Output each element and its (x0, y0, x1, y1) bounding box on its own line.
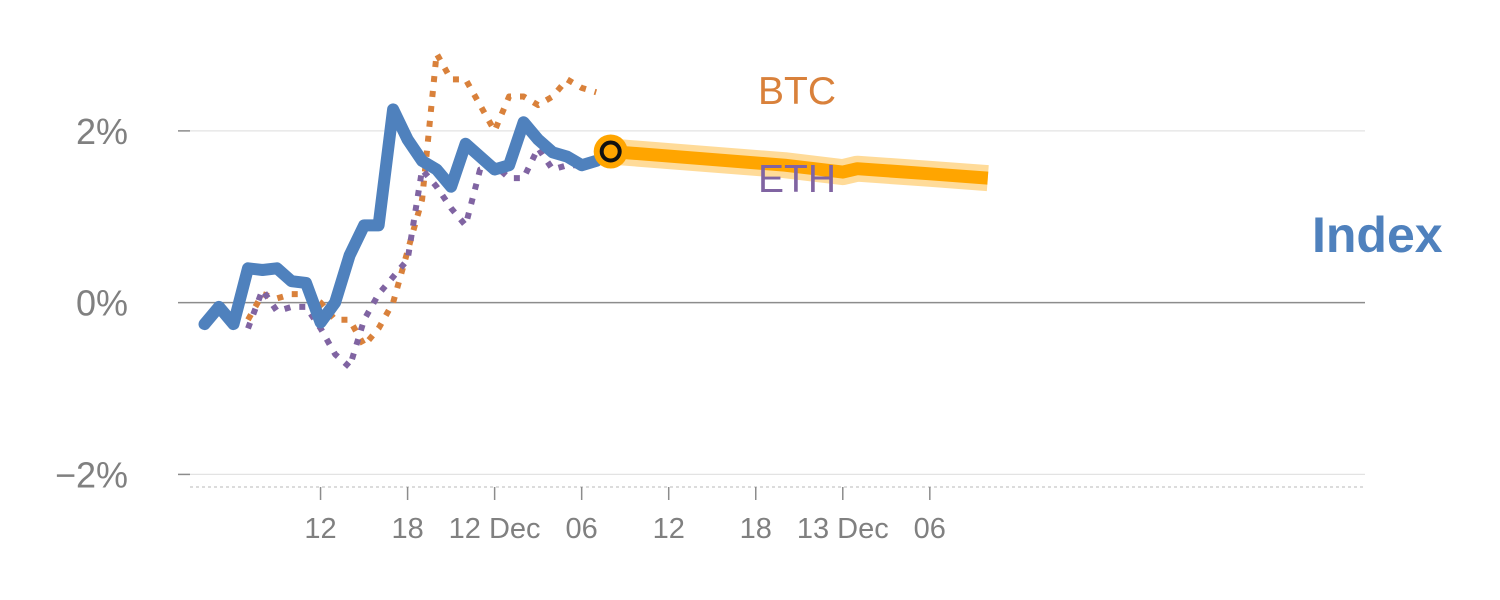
series-labels: BTC ETH Index (758, 70, 1443, 263)
x-axis: 12 18 12 Dec 06 12 18 13 Dec 06 (190, 486, 1365, 545)
series-lines (198, 50, 989, 371)
marker-halo (593, 134, 628, 169)
x-tick-label-2: 12 Dec (449, 513, 541, 545)
index-line (198, 103, 603, 331)
x-tick-label-7: 06 (914, 513, 946, 545)
index-label: Index (1312, 207, 1443, 263)
y-axis-tick-labels: 2% 0% −2% (55, 111, 128, 496)
x-tick-label-1: 18 (391, 513, 423, 545)
eth-line (245, 145, 598, 371)
x-tick-label-0: 12 (304, 513, 336, 545)
btc-label: BTC (758, 70, 836, 113)
forecast-line (610, 145, 989, 185)
btc-line (245, 50, 598, 349)
eth-label: ETH (758, 158, 836, 201)
y-tick-label-0: 2% (76, 111, 128, 152)
marker-ring (599, 140, 622, 163)
y-tick-label-1: 0% (76, 283, 128, 324)
x-tick-label-3: 06 (566, 513, 598, 545)
x-tick-label-4: 12 (653, 513, 685, 545)
y-tick-label-2: −2% (55, 454, 128, 495)
current-marker (593, 134, 628, 169)
x-tick-label-5: 18 (740, 513, 772, 545)
x-tick-label-6: 13 Dec (797, 513, 889, 545)
